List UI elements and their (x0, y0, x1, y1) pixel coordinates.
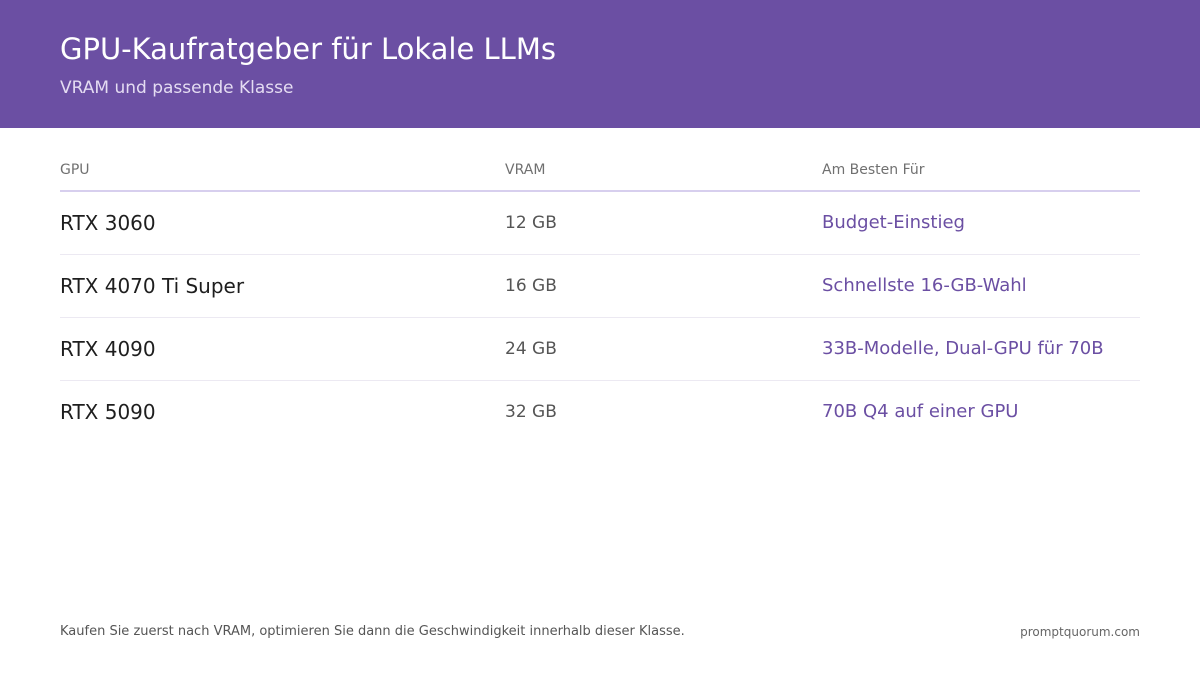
vram-cell: 12 GB (505, 213, 557, 233)
table-row: RTX 3060 12 GB Budget-Einstieg (60, 192, 1140, 255)
best-for-cell: Schnellste 16-GB-Wahl (822, 275, 1027, 296)
table-row: RTX 5090 32 GB 70B Q4 auf einer GPU (60, 381, 1140, 443)
gpu-name-cell: RTX 4090 (60, 337, 156, 361)
page-title: GPU-Kaufratgeber für Lokale LLMs (60, 32, 556, 66)
best-for-cell: 33B-Modelle, Dual-GPU für 70B (822, 338, 1104, 359)
footer-note: Kaufen Sie zuerst nach VRAM, optimieren … (60, 624, 685, 639)
best-for-cell: 70B Q4 auf einer GPU (822, 401, 1019, 422)
column-header-vram: VRAM (505, 162, 546, 178)
vram-cell: 16 GB (505, 276, 557, 296)
gpu-name-cell: RTX 4070 Ti Super (60, 274, 245, 298)
footer-source: promptquorum.com (1020, 625, 1140, 639)
vram-cell: 32 GB (505, 402, 557, 422)
gpu-name-cell: RTX 3060 (60, 211, 156, 235)
column-header-gpu: GPU (60, 162, 90, 178)
vram-cell: 24 GB (505, 339, 557, 359)
header-banner: GPU-Kaufratgeber für Lokale LLMs VRAM un… (0, 0, 1200, 128)
table-header-row: GPU VRAM Am Besten Für (60, 150, 1140, 192)
best-for-cell: Budget-Einstieg (822, 212, 965, 233)
gpu-table: GPU VRAM Am Besten Für RTX 3060 12 GB Bu… (60, 150, 1140, 443)
table-row: RTX 4090 24 GB 33B-Modelle, Dual-GPU für… (60, 318, 1140, 381)
table-row: RTX 4070 Ti Super 16 GB Schnellste 16-GB… (60, 255, 1140, 318)
column-header-best-for: Am Besten Für (822, 162, 925, 178)
page-subtitle: VRAM und passende Klasse (60, 78, 294, 98)
gpu-name-cell: RTX 5090 (60, 400, 156, 424)
